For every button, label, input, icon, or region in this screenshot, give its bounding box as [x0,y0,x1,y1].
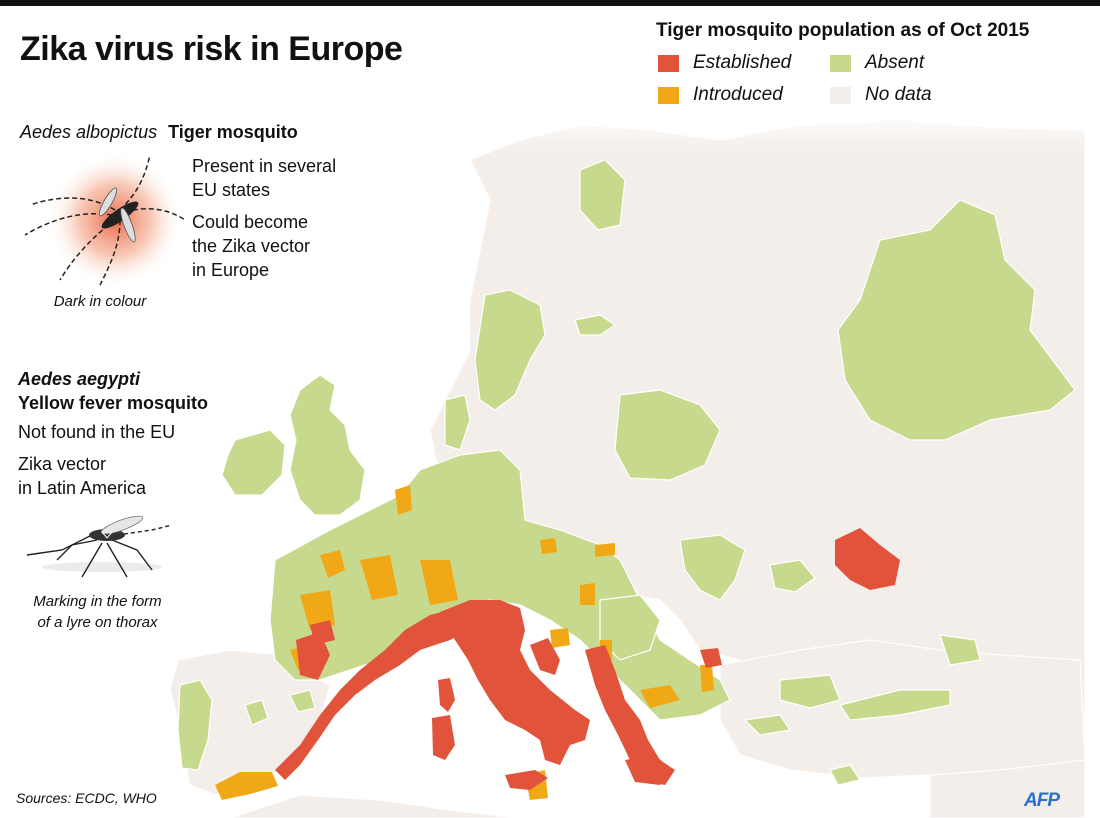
legend-item-introduced: Introduced [658,84,783,106]
legend-swatch-established [658,54,679,72]
aegypti-description: Zika vector in Latin America [18,452,146,500]
legend-title: Tiger mosquito population as of Oct 2015 [656,20,1030,41]
aegypti-heading: Aedes aegypti Yellow fever mosquito [18,367,208,415]
legend-item-no-data: No data [830,84,932,106]
tiger-description-2: Could become the Zika vector in Europe [192,210,310,282]
aegypti-caption-line-2: of a lyre on thorax [37,614,158,631]
aegypti-caption: Marking in the form of a lyre on thorax [10,591,185,633]
tiger-mosquito-heading: Aedes albopictus Tiger mosquito [20,120,298,144]
legend-item-established: Established [658,52,791,74]
sources: Sources: ECDC, WHO [16,790,157,806]
aegypti-common-name: Yellow fever mosquito [18,393,209,413]
tiger-species-name: Aedes albopictus [20,122,158,142]
aegypti-line-2: Zika vector [18,454,107,474]
aegypti-line-1: Not found in the EU [18,422,176,442]
aegypti-line-3: in Latin America [18,478,147,498]
yellow-fever-mosquito-icon [22,505,182,590]
aegypti-caption-line-1: Marking in the form [33,593,162,610]
legend-label-absent: Absent [865,52,925,73]
tiger-caption: Dark in colour [53,293,147,310]
tiger-common-name: Tiger mosquito [168,122,298,142]
legend-label-no-data: No data [865,84,932,105]
legend-label-established: Established [693,52,792,73]
tiger-mosquito-icon [20,150,190,295]
tiger-line-4: the Zika vector [192,236,311,256]
aegypti-species-name: Aedes aegypti [18,369,141,389]
legend-swatch-introduced [658,86,679,104]
region-established [275,528,900,790]
legend-label-introduced: Introduced [693,84,783,105]
legend-swatch-no-data [830,86,851,104]
top-bar [0,0,1100,6]
legend-item-absent: Absent [830,52,924,74]
tiger-line-1: Present in several [192,156,337,176]
legend-swatch-absent [830,54,851,72]
page-title: Zika virus risk in Europe [20,30,403,68]
tiger-description-1: Present in several EU states [192,154,336,202]
tiger-line-2: EU states [192,180,271,200]
afp-logo: AFP [1024,790,1060,811]
tiger-line-5: in Europe [192,260,270,280]
tiger-line-3: Could become [192,212,309,232]
